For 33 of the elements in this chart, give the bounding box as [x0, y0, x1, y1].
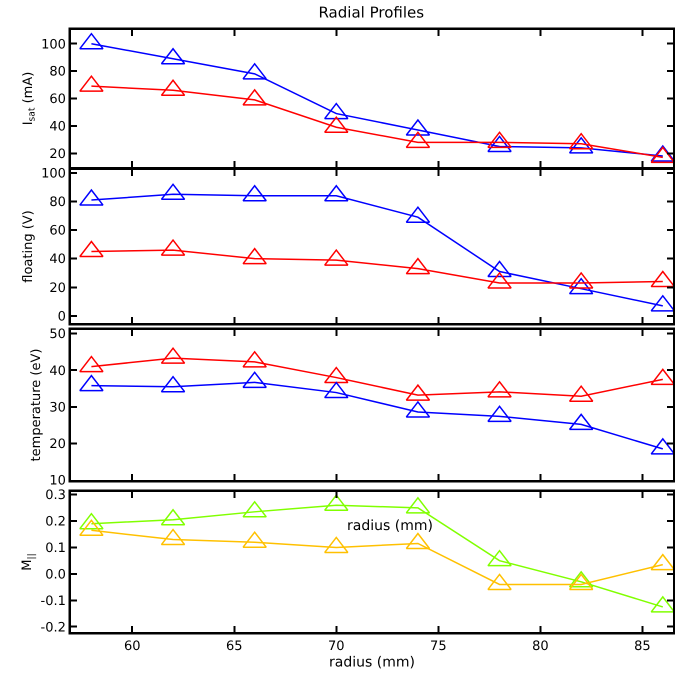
y-axis-title: temperature (eV) [29, 348, 44, 462]
x-tick-label: 70 [328, 639, 345, 654]
chart-title: Radial Profiles [318, 3, 424, 22]
y-tick-label: 30 [49, 400, 66, 416]
y-tick-label: 0.0 [45, 567, 66, 582]
y-tick-label: 20 [49, 436, 66, 452]
y-tick-label: 10 [49, 474, 66, 489]
x-tick-label: 65 [226, 639, 243, 654]
y-tick-label: 0.1 [45, 541, 66, 556]
x-tick-label: 85 [634, 639, 651, 654]
y-tick-label: 80 [49, 64, 66, 80]
x-tick-label: 75 [430, 639, 447, 654]
y-tick-label: 60 [49, 224, 66, 239]
y-tick-label: 40 [49, 119, 66, 134]
x-tick-label: 60 [124, 639, 140, 654]
y-tick-label: 50 [49, 327, 66, 342]
annotation: radius (mm) [347, 518, 433, 534]
y-axis-title: floating (V) [20, 210, 36, 283]
x-axis-title: radius (mm) [329, 654, 415, 671]
y-tick-label: 40 [49, 364, 66, 379]
y-tick-label: 20 [49, 280, 66, 296]
x-tick-label: 80 [532, 639, 549, 654]
y-tick-label: 0.3 [45, 488, 66, 504]
y-tick-label: 60 [49, 92, 66, 108]
y-tick-label: 40 [49, 252, 66, 268]
y-tick-label: -0.1 [40, 594, 66, 609]
y-tick-label: 0 [58, 309, 66, 324]
y-tick-label: 80 [49, 195, 66, 210]
y-tick-label: 20 [49, 146, 66, 162]
y-tick-label: 100 [41, 166, 66, 182]
y-tick-label: 100 [41, 37, 66, 52]
y-tick-label: 0.2 [45, 514, 66, 530]
y-tick-label: -0.2 [40, 620, 66, 636]
